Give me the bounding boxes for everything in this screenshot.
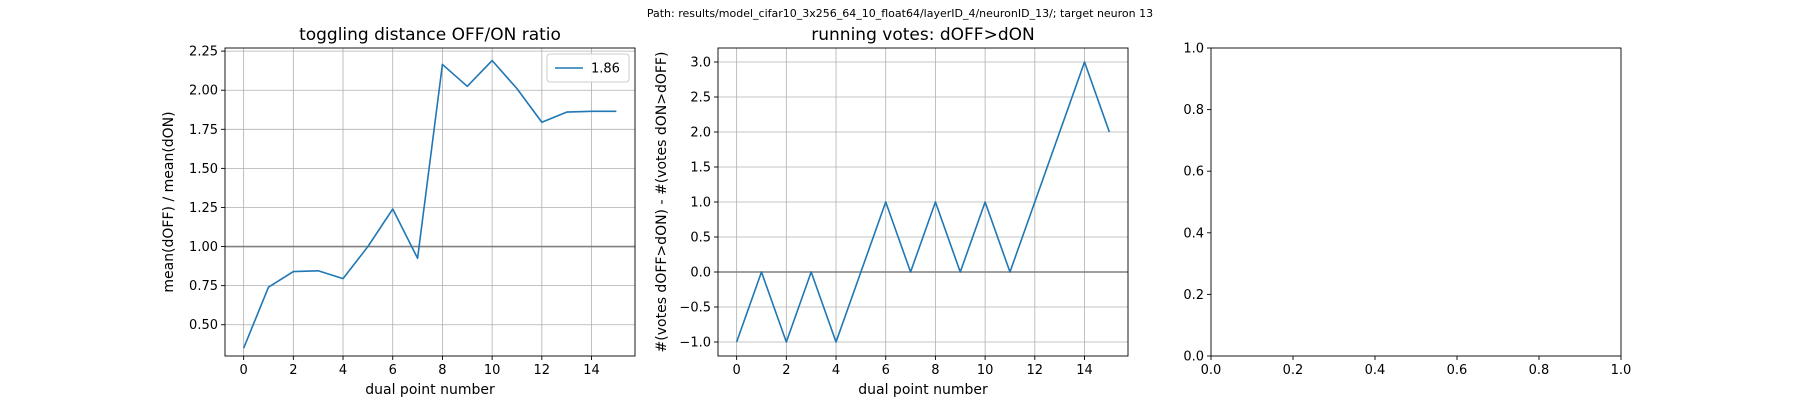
y-tick-label: 1.75 <box>189 123 218 138</box>
y-tick-label: 0.75 <box>189 279 218 294</box>
x-tick-label: 0.2 <box>1283 363 1304 378</box>
y-tick-label: 0.50 <box>189 318 218 333</box>
x-tick-label: 6 <box>389 363 397 378</box>
y-tick-label: 0.0 <box>690 266 711 281</box>
y-tick-label: 0.4 <box>1183 226 1204 241</box>
y-tick-label: 3.0 <box>690 56 711 71</box>
y-tick-label: 1.0 <box>690 196 711 211</box>
axes-frame <box>224 47 636 357</box>
series-line-1 <box>242 59 617 349</box>
x-tick-label: 2 <box>289 363 297 378</box>
x-tick-label: 1.0 <box>1611 363 1632 378</box>
legend: 1.86 <box>546 53 630 83</box>
y-tick-label: 2.25 <box>189 45 218 60</box>
y-tick-label: 1.00 <box>189 240 218 255</box>
x-tick-label: 6 <box>882 363 890 378</box>
x-tick-label: 0.8 <box>1529 363 1550 378</box>
y-tick-label: 0.5 <box>690 231 711 246</box>
x-tick-label: 12 <box>534 363 551 378</box>
y-tick-label: −1.0 <box>679 336 711 351</box>
y-axis-label: mean(dOFF) / mean(dON) <box>161 111 177 292</box>
y-tick-label: 1.5 <box>690 161 711 176</box>
y-tick-label: 0.8 <box>1183 103 1204 118</box>
figure-suptitle: Path: results/model_cifar10_3x256_64_10_… <box>647 7 1153 20</box>
x-axis-label: dual point number <box>365 382 495 398</box>
x-axis-label: dual point number <box>858 382 988 398</box>
chart-title: running votes: dOFF>dON <box>811 25 1034 45</box>
y-axis-label: #(votes dOFF>dON) - #(votes dON>dOFF) <box>654 52 670 353</box>
x-tick-label: 14 <box>1076 363 1093 378</box>
y-tick-label: 2.00 <box>189 84 218 99</box>
x-tick-label: 0 <box>239 363 247 378</box>
x-tick-label: 8 <box>438 363 446 378</box>
chart-panels: 0 2 4 6 8 10 12 140.500.751.001.251.501.752.002… <box>161 25 1631 398</box>
x-tick-label: 10 <box>484 363 501 378</box>
y-tick-label: 0.6 <box>1183 165 1204 180</box>
x-tick-label: 4 <box>832 363 840 378</box>
y-tick-label: 1.50 <box>189 162 218 177</box>
x-tick-label: 0.4 <box>1365 363 1386 378</box>
chart-panel-2: 0 2 4 6 8 10 12 14 −1.0 −0.5 0.0 0.5 1.0 1.5 2.0 2.5 3.0… <box>654 25 1129 398</box>
y-tick-label: 0.2 <box>1183 288 1204 303</box>
chart-title: toggling distance OFF/ON ratio <box>299 25 561 45</box>
x-tick-label: 4 <box>339 363 347 378</box>
series-line-1 <box>735 61 1111 343</box>
y-tick-label: 1.0 <box>1183 42 1204 57</box>
x-tick-label: 12 <box>1027 363 1044 378</box>
y-tick-label: 2.0 <box>690 126 711 141</box>
x-tick-label: 0.6 <box>1447 363 1468 378</box>
y-tick-label: −0.5 <box>679 301 711 316</box>
x-tick-label: 10 <box>977 363 994 378</box>
x-tick-label: 8 <box>931 363 939 378</box>
y-tick-label: 1.25 <box>189 201 218 216</box>
y-tick-label: 2.5 <box>690 91 711 106</box>
axes-frame <box>1210 47 1622 357</box>
legend-box <box>546 53 630 83</box>
chart-panel-3: 0.0 0.2 0.4 0.6 0.8 1.0 0.0 0.2 0.4 0.6 0.8 1.0 <box>1183 42 1631 379</box>
y-tick-label: 0.0 <box>1183 350 1204 365</box>
x-tick-label: 0.0 <box>1201 363 1222 378</box>
x-tick-label: 0 <box>732 363 740 378</box>
x-tick-label: 14 <box>583 363 600 378</box>
x-tick-label: 2 <box>782 363 790 378</box>
legend-label: 1.86 <box>591 62 620 77</box>
chart-panel-1: 0 2 4 6 8 10 12 14 0.50 0.75 1.00 1.25 1.50 1.75 2.00 2… <box>161 25 636 398</box>
